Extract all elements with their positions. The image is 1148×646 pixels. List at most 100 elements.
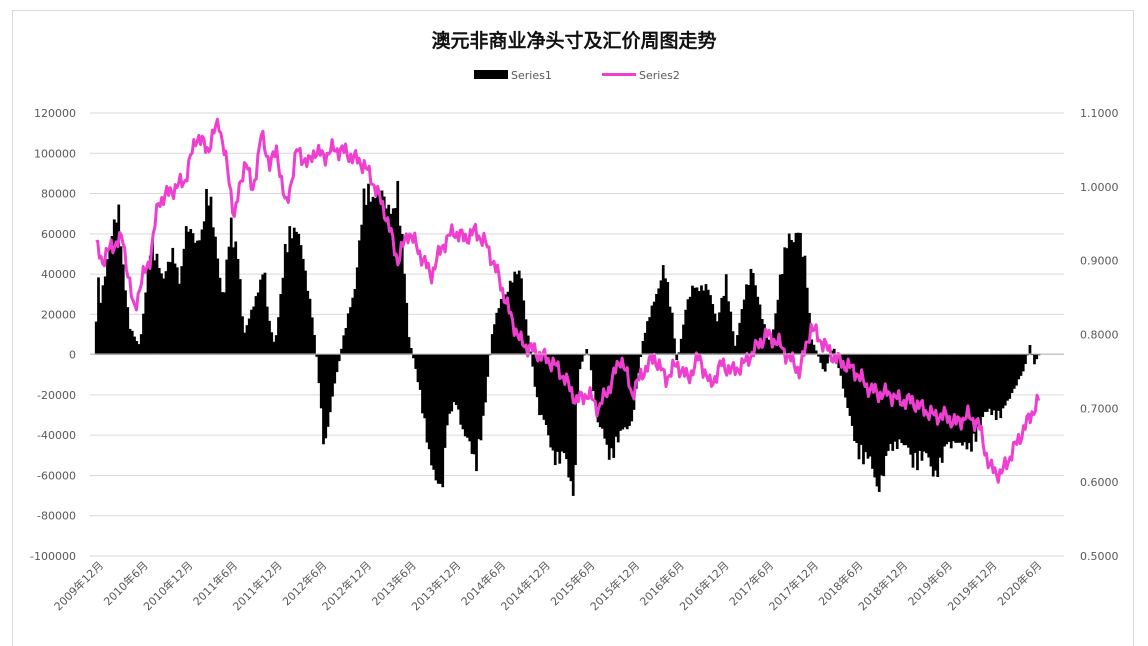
series1-bar bbox=[290, 238, 294, 355]
series1-bar bbox=[1028, 345, 1032, 355]
series1-bar bbox=[970, 354, 973, 452]
series1-bar bbox=[616, 354, 620, 443]
series1-bar bbox=[974, 354, 978, 442]
series1-bar bbox=[949, 354, 953, 449]
series1-bar bbox=[814, 350, 818, 355]
left-tick-label: 0 bbox=[69, 349, 76, 362]
series1-bar bbox=[106, 259, 109, 355]
series1-bar bbox=[495, 312, 499, 355]
series1-bar bbox=[324, 354, 328, 439]
series1-bar bbox=[513, 271, 517, 355]
series1-bar bbox=[144, 292, 148, 355]
series1-bar bbox=[895, 354, 899, 450]
series1-bar bbox=[292, 227, 296, 355]
series1-bar bbox=[236, 258, 240, 355]
series1-bar bbox=[740, 309, 744, 355]
left-tick-label: 100000 bbox=[34, 147, 76, 160]
series1-bar bbox=[164, 271, 168, 355]
series1-bar bbox=[706, 289, 710, 355]
series1-bar bbox=[794, 232, 798, 355]
series1-bar bbox=[493, 324, 496, 355]
series1-bar bbox=[1030, 354, 1034, 356]
series1-bar bbox=[1033, 354, 1036, 365]
series1-bar bbox=[767, 339, 771, 355]
series1-bar bbox=[135, 341, 139, 355]
series1-bar bbox=[655, 293, 658, 355]
series1-bar bbox=[862, 354, 865, 465]
series1-bar bbox=[972, 354, 976, 434]
series1-bar bbox=[1012, 354, 1016, 389]
series1-bar bbox=[911, 354, 915, 468]
series1-bar bbox=[790, 239, 793, 355]
series1-bar bbox=[589, 354, 593, 371]
series1-bar bbox=[648, 317, 652, 355]
series1-bar bbox=[211, 227, 215, 355]
right-tick-label: 0.9000 bbox=[1080, 255, 1119, 268]
left-tick-label: -60000 bbox=[37, 469, 76, 482]
series1-bar bbox=[841, 354, 845, 389]
series1-bar bbox=[418, 354, 422, 390]
series1-bar bbox=[619, 354, 622, 431]
series1-bar bbox=[682, 324, 685, 355]
series1-bar bbox=[441, 354, 445, 488]
series1-bar bbox=[448, 354, 451, 414]
series1-bar bbox=[220, 292, 224, 355]
series1-bar bbox=[727, 301, 730, 355]
series1-bar bbox=[241, 316, 244, 355]
series1-bar bbox=[783, 247, 787, 355]
series1-bar bbox=[544, 354, 548, 426]
series1-bar bbox=[938, 354, 942, 458]
series1-bar bbox=[378, 194, 382, 355]
series1-bar bbox=[281, 277, 285, 355]
series1-bar bbox=[733, 345, 737, 355]
series1-bar bbox=[340, 348, 343, 355]
series1-bar bbox=[1024, 354, 1027, 365]
right-tick-label: 0.7000 bbox=[1080, 402, 1119, 415]
series1-bar bbox=[409, 348, 413, 355]
series1-bar bbox=[760, 319, 764, 355]
series1-bar bbox=[882, 354, 886, 477]
series1-bar bbox=[765, 331, 769, 355]
series1-bar bbox=[452, 354, 456, 403]
series1-bar bbox=[679, 338, 683, 355]
series1-bar bbox=[945, 354, 949, 445]
series1-bar bbox=[880, 354, 883, 476]
series1-bar bbox=[430, 354, 433, 466]
series1-bar bbox=[112, 219, 116, 355]
series1-bar bbox=[715, 321, 719, 355]
series1-bar bbox=[333, 354, 337, 384]
series1-bar bbox=[988, 354, 991, 409]
series1-bar bbox=[997, 354, 1000, 411]
series1-bar bbox=[871, 354, 874, 469]
series1-bar bbox=[585, 349, 589, 355]
series1-bar bbox=[553, 354, 557, 466]
series1-bar bbox=[216, 258, 220, 355]
series1-bar bbox=[301, 258, 305, 355]
series1-bar bbox=[261, 274, 265, 355]
series1-bar bbox=[697, 291, 701, 355]
series1-bar bbox=[209, 196, 213, 355]
series1-bar bbox=[346, 313, 350, 355]
series1-bar bbox=[162, 278, 166, 355]
series1-bar bbox=[126, 307, 130, 355]
series1-bar bbox=[133, 336, 136, 355]
series1-bar bbox=[524, 319, 528, 355]
series1-bar bbox=[886, 354, 890, 451]
series1-bar bbox=[175, 267, 179, 355]
series1-bar bbox=[103, 276, 107, 355]
series1-bar bbox=[515, 274, 519, 355]
series1-bar bbox=[668, 306, 672, 355]
series1-bar bbox=[724, 274, 728, 355]
series1-bar bbox=[853, 354, 856, 442]
series1-bar bbox=[151, 240, 154, 355]
series1-bar bbox=[259, 279, 262, 355]
series1-bar bbox=[742, 299, 746, 355]
series1-bar bbox=[297, 233, 301, 355]
series1-bar bbox=[677, 352, 681, 355]
series1-bar bbox=[549, 354, 553, 448]
series1-bar bbox=[580, 354, 584, 362]
series1-bar bbox=[387, 204, 391, 355]
series1-bar bbox=[547, 354, 550, 436]
series1-bar bbox=[992, 354, 996, 411]
left-tick-label: 60000 bbox=[41, 228, 76, 241]
